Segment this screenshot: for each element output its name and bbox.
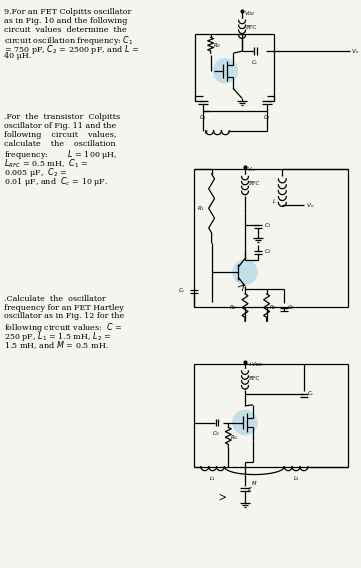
Circle shape	[232, 260, 258, 285]
Text: $C_2$: $C_2$	[264, 247, 271, 256]
Text: $L_1$: $L_1$	[209, 475, 216, 483]
Text: $R_G$: $R_G$	[213, 41, 221, 50]
Text: $+V_{DD}$: $+V_{DD}$	[247, 360, 263, 369]
Text: oscillator of Fig. 11 and the: oscillator of Fig. 11 and the	[4, 122, 117, 130]
Text: as in Fig. 10 and the following: as in Fig. 10 and the following	[4, 17, 128, 25]
Text: $V_{DD}$: $V_{DD}$	[244, 9, 256, 18]
Text: 0.01 μF, and  $C_c$ = 10 μF.: 0.01 μF, and $C_c$ = 10 μF.	[4, 175, 109, 188]
Text: RFC: RFC	[249, 376, 260, 381]
Text: $L$: $L$	[272, 197, 277, 204]
Text: $V_o$: $V_o$	[351, 47, 360, 56]
Text: $M$: $M$	[251, 478, 257, 487]
Text: $L_{RFC}$ = 0.5 mH,  $C_1$ =: $L_{RFC}$ = 0.5 mH, $C_1$ =	[4, 157, 89, 170]
Text: $C_c$: $C_c$	[307, 390, 314, 399]
Text: RFC: RFC	[249, 181, 260, 186]
Text: $R_2$: $R_2$	[230, 303, 237, 312]
Text: $C_1$: $C_1$	[199, 113, 206, 122]
Circle shape	[232, 410, 258, 435]
Text: $R_G$: $R_G$	[230, 433, 239, 442]
Text: circuit oscillation frequency: $C_1$: circuit oscillation frequency: $C_1$	[4, 35, 134, 48]
Text: $C$: $C$	[247, 485, 253, 494]
Text: following    circuit    values,: following circuit values,	[4, 131, 117, 139]
Text: 9.For an FET Colpitts oscillator: 9.For an FET Colpitts oscillator	[4, 8, 132, 16]
Text: following circuit values:  $C$ =: following circuit values: $C$ =	[4, 321, 123, 335]
Text: $R_1$: $R_1$	[197, 204, 205, 213]
Text: 0.005 μF,  $C_2$ =: 0.005 μF, $C_2$ =	[4, 166, 68, 179]
Text: $V_{cc}$: $V_{cc}$	[247, 165, 257, 174]
Text: $C_1$: $C_1$	[264, 222, 271, 231]
Text: $C_E$: $C_E$	[287, 303, 295, 312]
Text: $C_G$: $C_G$	[212, 429, 221, 438]
Text: $V_o$: $V_o$	[306, 201, 314, 210]
Text: $C_2$: $C_2$	[263, 113, 270, 122]
Text: = 750 pF, $C_2$ = 2500 pF, and $L$ =: = 750 pF, $C_2$ = 2500 pF, and $L$ =	[4, 43, 139, 56]
Text: .For  the  transistor  Colpitts: .For the transistor Colpitts	[4, 113, 121, 121]
Text: calculate    the    oscillation: calculate the oscillation	[4, 140, 116, 148]
Text: RFC: RFC	[246, 25, 257, 30]
Text: 40 μH.: 40 μH.	[4, 52, 31, 60]
Text: $C_c$: $C_c$	[178, 286, 186, 295]
Text: circuit  values  determine  the: circuit values determine the	[4, 26, 127, 34]
Text: frequency:        $L$ = 100 μH,: frequency: $L$ = 100 μH,	[4, 148, 118, 161]
Text: $C_c$: $C_c$	[251, 58, 259, 67]
Text: 1.5 mH, and $M$ = 0.5 mH.: 1.5 mH, and $M$ = 0.5 mH.	[4, 339, 109, 350]
Text: .Calculate  the  oscillator: .Calculate the oscillator	[4, 295, 106, 303]
Text: $L_2$: $L_2$	[293, 475, 300, 483]
Text: 250 pF, $L_1$ = 1.5 mH, $L_2$ =: 250 pF, $L_1$ = 1.5 mH, $L_2$ =	[4, 330, 112, 343]
Text: oscillator as in Fig. 12 for the: oscillator as in Fig. 12 for the	[4, 312, 125, 320]
Text: $L$: $L$	[204, 128, 209, 136]
Text: frequency for an FET Hartley: frequency for an FET Hartley	[4, 304, 124, 312]
Circle shape	[213, 58, 238, 83]
Text: $R_E$: $R_E$	[269, 303, 277, 312]
